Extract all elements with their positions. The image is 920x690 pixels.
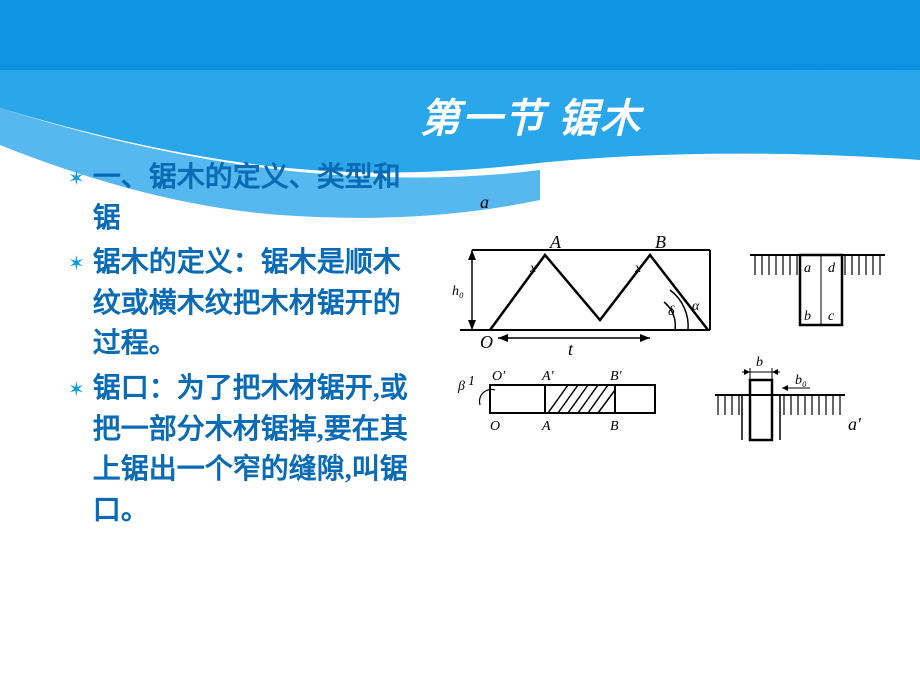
diagram-label-tb: b xyxy=(804,309,811,324)
diagram-label-A2: A xyxy=(541,419,551,434)
diagram-label-a: a xyxy=(480,192,489,212)
diagram-label-alpha: α xyxy=(692,299,700,314)
diagram-label-t: t xyxy=(568,339,574,359)
bullet-text: 一、锯木的定义、类型和锯 xyxy=(93,158,408,239)
list-item: ✶ 锯口：为了把木材锯开,或把一部分木材锯掉,要在其上锯出一个窄的缝隙,叫锯口。 xyxy=(68,369,408,531)
list-item: ✶ 锯木的定义：锯木是顺木纹或横木纹把木材锯开的过程。 xyxy=(68,243,408,365)
diagram-label-one: 1 xyxy=(468,374,475,389)
bullet-text: 锯木的定义：锯木是顺木纹或横木纹把木材锯开的过程。 xyxy=(93,243,408,365)
diagram-label-aprime: a′ xyxy=(848,414,862,434)
diagram-label-delta: δ xyxy=(668,304,675,319)
diagram-label-x2: x xyxy=(634,261,642,276)
bullet-marker: ✶ xyxy=(68,166,85,191)
diagram-label-ta: a xyxy=(804,261,811,276)
diagram-label-A: A xyxy=(549,232,562,252)
diagram-label-x1: x xyxy=(529,261,537,276)
slide-title: 第一节 锯木 xyxy=(420,86,642,144)
kerf-section-view: b xyxy=(715,355,862,440)
diagram-label-Aprime: A′ xyxy=(541,369,555,384)
bullet-text: 锯口：为了把木材锯开,或把一部分木材锯掉,要在其上锯出一个窄的缝隙,叫锯口。 xyxy=(93,369,408,531)
list-item: ✶ 一、锯木的定义、类型和锯 xyxy=(68,158,408,239)
diagram-label-O2: O xyxy=(490,419,500,434)
diagram-label-b: b xyxy=(756,355,763,370)
bullet-marker: ✶ xyxy=(68,377,85,402)
diagram-label-Bprime: B′ xyxy=(610,369,623,384)
diagram-label-B: B xyxy=(655,232,666,252)
plan-view: β 1 O′ A′ B′ O A B xyxy=(457,369,655,434)
kerf-top-view: a d b c xyxy=(750,255,885,325)
bullet-marker: ✶ xyxy=(68,251,85,276)
diagram-label-beta: β xyxy=(457,379,465,394)
technical-diagram: a x x A B O δ α xyxy=(450,180,890,460)
diagram-label-Oprime: O′ xyxy=(492,369,506,384)
diagram-label-B2: B xyxy=(610,419,619,434)
diagram-label-td: d xyxy=(828,261,836,276)
diagram-label-h0: h₀ xyxy=(452,284,464,299)
tooth-profile: x x A B O δ α t h₀ xyxy=(452,232,710,359)
diagram-label-b0: b₀ xyxy=(795,373,807,388)
bullet-list: ✶ 一、锯木的定义、类型和锯 ✶ 锯木的定义：锯木是顺木纹或横木纹把木材锯开的过… xyxy=(68,158,408,535)
diagram-label-O: O xyxy=(480,332,493,352)
diagram-label-tc: c xyxy=(828,309,835,324)
